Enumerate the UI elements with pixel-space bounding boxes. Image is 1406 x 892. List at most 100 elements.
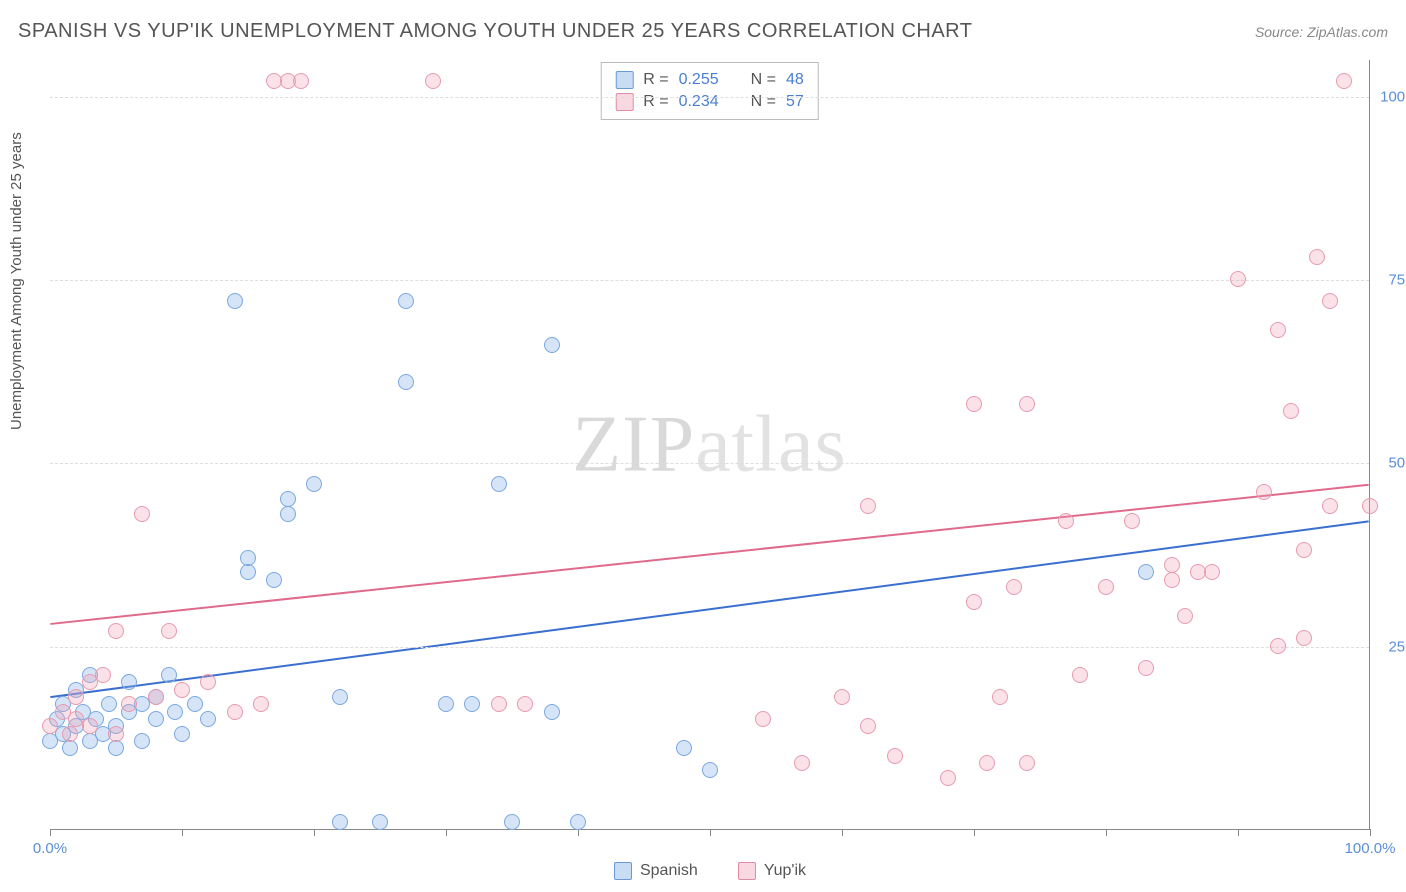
x-tick: [446, 829, 447, 836]
x-tick: [842, 829, 843, 836]
data-point: [544, 337, 560, 353]
data-point: [134, 506, 150, 522]
stats-legend-box: R = 0.255 N = 48 R =0.234N =57: [600, 62, 819, 120]
data-point: [834, 689, 850, 705]
data-point: [491, 476, 507, 492]
data-point: [570, 814, 586, 830]
data-point: [1283, 403, 1299, 419]
data-point: [280, 491, 296, 507]
data-point: [1164, 557, 1180, 573]
data-point: [1322, 498, 1338, 514]
data-point: [148, 711, 164, 727]
x-tick: [1238, 829, 1239, 836]
scatter-plot: ZIPatlas R =0.255N =48R =0.234N =57 25.0…: [50, 60, 1370, 830]
y-axis-label: Unemployment Among Youth under 25 years: [8, 132, 25, 430]
data-point: [227, 704, 243, 720]
data-point: [161, 667, 177, 683]
data-point: [1362, 498, 1378, 514]
data-point: [1256, 484, 1272, 500]
data-point: [253, 696, 269, 712]
data-point: [676, 740, 692, 756]
legend-label: Yup'ik: [764, 862, 806, 880]
data-point: [121, 696, 137, 712]
data-point: [1164, 572, 1180, 588]
data-point: [200, 711, 216, 727]
data-point: [200, 674, 216, 690]
data-point: [148, 689, 164, 705]
gridline: [50, 97, 1369, 98]
gridline: [50, 647, 1369, 648]
data-point: [1138, 660, 1154, 676]
data-point: [293, 73, 309, 89]
data-point: [1296, 630, 1312, 646]
n-label: N =: [751, 71, 776, 89]
stats-row: R =0.234N =57: [615, 91, 804, 113]
data-point: [425, 73, 441, 89]
x-tick: [314, 829, 315, 836]
x-tick: [1370, 829, 1371, 836]
data-point: [1006, 579, 1022, 595]
data-point: [1177, 608, 1193, 624]
data-point: [1058, 513, 1074, 529]
data-point: [1230, 271, 1246, 287]
source-attribution: Source: ZipAtlas.com: [1255, 24, 1388, 40]
n-value: 48: [786, 71, 804, 89]
data-point: [62, 726, 78, 742]
r-label: R =: [643, 71, 668, 89]
data-point: [372, 814, 388, 830]
data-point: [134, 733, 150, 749]
y-tick-label: 25.0%: [1388, 638, 1406, 655]
data-point: [108, 726, 124, 742]
data-point: [266, 572, 282, 588]
r-value: 0.255: [679, 71, 719, 89]
data-point: [174, 726, 190, 742]
data-point: [108, 740, 124, 756]
data-point: [280, 506, 296, 522]
data-point: [517, 696, 533, 712]
data-point: [1309, 249, 1325, 265]
gridline: [50, 280, 1369, 281]
data-point: [240, 564, 256, 580]
legend-swatch-icon: [614, 862, 632, 880]
legend-swatch-icon: [615, 71, 633, 89]
x-tick: [1106, 829, 1107, 836]
data-point: [438, 696, 454, 712]
data-point: [1098, 579, 1114, 595]
data-point: [398, 293, 414, 309]
data-point: [464, 696, 480, 712]
data-point: [42, 718, 58, 734]
x-tick: [710, 829, 711, 836]
data-point: [1138, 564, 1154, 580]
legend-item: Yup'ik: [738, 862, 806, 880]
data-point: [702, 762, 718, 778]
data-point: [1322, 293, 1338, 309]
data-point: [101, 696, 117, 712]
data-point: [398, 374, 414, 390]
x-tick: [182, 829, 183, 836]
x-tick: [50, 829, 51, 836]
data-point: [108, 623, 124, 639]
trend-lines: [50, 60, 1369, 829]
data-point: [966, 396, 982, 412]
data-point: [332, 689, 348, 705]
data-point: [121, 674, 137, 690]
data-point: [544, 704, 560, 720]
data-point: [1270, 322, 1286, 338]
watermark: ZIPatlas: [572, 399, 847, 490]
data-point: [979, 755, 995, 771]
data-point: [860, 498, 876, 514]
data-point: [992, 689, 1008, 705]
x-tick-label: 100.0%: [1345, 840, 1396, 857]
data-point: [1204, 564, 1220, 580]
data-point: [167, 704, 183, 720]
data-point: [755, 711, 771, 727]
legend-swatch-icon: [738, 862, 756, 880]
x-tick-label: 0.0%: [33, 840, 67, 857]
data-point: [940, 770, 956, 786]
data-point: [1019, 396, 1035, 412]
data-point: [1336, 73, 1352, 89]
data-point: [62, 740, 78, 756]
data-point: [306, 476, 322, 492]
x-tick: [578, 829, 579, 836]
y-tick-label: 50.0%: [1388, 455, 1406, 472]
